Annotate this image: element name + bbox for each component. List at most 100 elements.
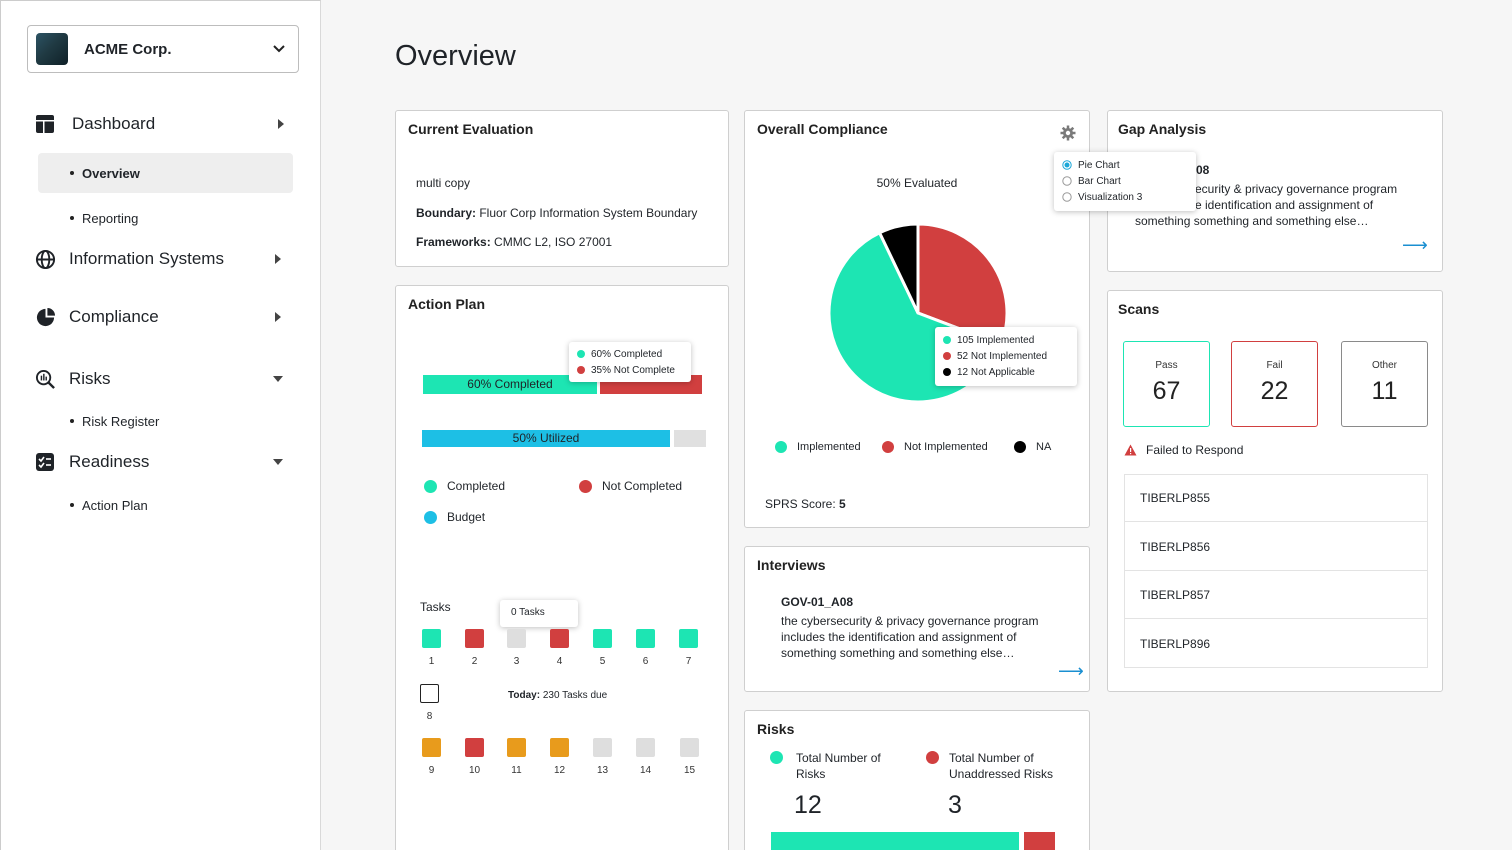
org-selector[interactable]: ACME Corp. [27,25,299,73]
globe-icon [34,248,56,270]
task-day-number: 11 [511,765,522,776]
sprs-label: SPRS Score: [765,497,836,511]
gap-line: something something and something else… [1135,214,1369,228]
legend-budget: Budget [424,510,485,524]
scan-pass-value: 67 [1152,377,1181,405]
task-day-1[interactable] [422,629,441,648]
tooltip-implemented: 105 Implemented [957,334,1035,346]
tooltip-not-complete: 35% Not Complete [591,364,675,376]
chart-type-menu: Pie Chart Bar Chart Visualization 3 [1054,152,1196,211]
total-risks-label: Total Number of Risks [796,750,881,782]
frameworks-value: CMMC L2, ISO 27001 [494,235,613,249]
task-day-number: 2 [471,656,478,667]
nav-compliance[interactable]: Compliance [34,306,159,328]
interview-code: GOV-01_A08 [781,595,854,609]
dashboard-icon [34,113,56,135]
task-day-15[interactable] [680,738,699,757]
caret-right-icon[interactable] [278,119,284,129]
legend-budget-label: Budget [447,510,486,524]
radio-icon[interactable] [1062,192,1072,202]
nav-risk-register[interactable]: Risk Register [38,401,293,441]
task-day-12[interactable] [550,738,569,757]
task-day-number: 14 [639,765,652,776]
nav-overview[interactable]: Overview [38,153,293,193]
gap-text: ecurity & privacy governance program e i… [1135,181,1397,229]
nav-dashboard[interactable]: Dashboard [34,113,155,135]
task-day-14[interactable] [636,738,655,757]
page-title: Overview [395,40,516,72]
arrow-right-icon[interactable]: ⟶ [1402,235,1428,255]
caret-down-icon[interactable] [273,459,283,465]
nav-information-systems[interactable]: Information Systems [34,248,224,270]
host-list-item[interactable]: TIBERLP855 [1124,474,1428,522]
card-title: Action Plan [408,296,486,312]
task-day-2[interactable] [465,629,484,648]
nav-risks[interactable]: Risks [34,368,111,390]
gear-icon[interactable] [1060,125,1076,141]
chart-type-option-visualization-3[interactable]: Visualization 3 [1062,189,1188,205]
interview-line: something something and something else… [781,646,1015,660]
task-day-11[interactable] [507,738,526,757]
caret-down-icon[interactable] [273,376,283,382]
task-day-number: 8 [426,711,433,722]
nav-compliance-label: Compliance [69,307,159,326]
task-day-9[interactable] [422,738,441,757]
nav-reporting[interactable]: Reporting [38,198,293,238]
failed-to-respond-label: Failed to Respond [1146,443,1244,457]
task-day-4[interactable] [550,629,569,648]
radio-selected-icon[interactable] [1062,160,1072,170]
legend-completed: Completed [424,479,505,493]
task-day-3[interactable] [507,629,526,648]
nav-action-plan[interactable]: Action Plan [38,485,293,525]
scan-other-box[interactable]: Other 11 [1341,341,1428,427]
radio-icon[interactable] [1062,176,1072,186]
checklist-icon [34,451,56,473]
chart-type-option-bar[interactable]: Bar Chart [1062,173,1188,189]
task-day-8[interactable] [420,684,439,703]
chart-type-label: Pie Chart [1078,159,1120,171]
current-evaluation-card: Current Evaluation multi copy Boundary: … [395,110,729,267]
tooltip-completed: 60% Completed [591,348,663,360]
host-list-item[interactable]: TIBERLP857 [1124,571,1428,619]
nav-information-systems-label: Information Systems [69,249,224,268]
caret-right-icon[interactable] [275,312,281,322]
boundary-value: Fluor Corp Information System Boundary [479,206,698,220]
arrow-right-icon[interactable]: ⟶ [1058,661,1084,681]
pie-chart-icon [34,306,56,328]
chart-type-label: Visualization 3 [1078,191,1143,203]
scan-pass-box[interactable]: Pass 67 [1123,341,1210,427]
task-day-5[interactable] [593,629,612,648]
task-day-13[interactable] [593,738,612,757]
task-day-number: 3 [513,656,520,667]
risks-addressed-bar[interactable] [771,832,1019,850]
host-list-item[interactable]: TIBERLP896 [1140,637,1211,651]
today-label: Today: [508,690,541,701]
unaddressed-risks-value: 3 [948,791,962,819]
sprs-row: SPRS Score: 5 [765,497,846,511]
host-list-item[interactable]: TIBERLP856 [1124,523,1428,571]
task-day-number: 9 [428,765,435,776]
pie-slice-not-implemented[interactable] [916,223,1008,347]
scan-pass-label: Pass [1155,360,1178,371]
overall-compliance-card: Overall Compliance 50% Evaluated 105 Imp… [744,110,1090,528]
card-title: Gap Analysis [1118,121,1207,137]
task-day-7[interactable] [679,629,698,648]
task-day-6[interactable] [636,629,655,648]
pie-slice-na[interactable] [877,223,920,314]
legend-na: NA [1014,441,1051,453]
completed-bar[interactable]: 60% Completed [423,375,597,394]
unaddressed-risks-dot [926,751,939,764]
legend-na-label: NA [1036,441,1052,453]
scan-other-value: 11 [1371,377,1398,405]
chart-type-option-pie[interactable]: Pie Chart [1062,157,1188,173]
nav-reporting-label: Reporting [82,210,139,226]
task-day-number: 12 [553,765,566,776]
risks-unaddressed-bar[interactable] [1024,832,1055,850]
interviews-card: Interviews GOV-01_A08 the cybersecurity … [744,546,1090,692]
utilized-bar[interactable]: 50% Utilized [422,430,670,447]
caret-right-icon[interactable] [275,254,281,264]
task-day-10[interactable] [465,738,484,757]
scan-fail-box[interactable]: Fail 22 [1231,341,1318,427]
nav-readiness[interactable]: Readiness [34,451,149,473]
budget-remaining-bar[interactable] [674,430,706,447]
